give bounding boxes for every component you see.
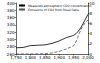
svg-text:340: 340 [7,22,15,27]
svg-text:1,850: 1,850 [39,55,51,60]
svg-text:2: 2 [90,41,93,46]
svg-text:10: 10 [89,0,95,6]
svg-text:4: 4 [90,31,93,36]
svg-text:400: 400 [7,1,15,6]
svg-text:260: 260 [6,51,15,57]
svg-text:Emissions of CO2 from fossil f: Emissions of CO2 from fossil fuels [28,8,79,12]
svg-text:1,900: 1,900 [53,55,65,60]
svg-text:1,800: 1,800 [25,55,37,60]
svg-text:320: 320 [7,30,15,35]
svg-text:Measured atmospheric CO2 conce: Measured atmospheric CO2 concentration [28,3,92,8]
svg-text:0: 0 [89,51,92,57]
svg-text:8: 8 [90,11,93,16]
svg-text:6: 6 [90,21,93,26]
svg-text:280: 280 [7,44,15,49]
svg-text:300: 300 [7,37,15,42]
svg-text:1,750: 1,750 [10,55,22,60]
svg-text:360: 360 [7,15,15,20]
svg-text:2,000: 2,000 [82,55,94,60]
svg-text:380: 380 [7,8,15,13]
svg-text:1,950: 1,950 [68,55,80,60]
